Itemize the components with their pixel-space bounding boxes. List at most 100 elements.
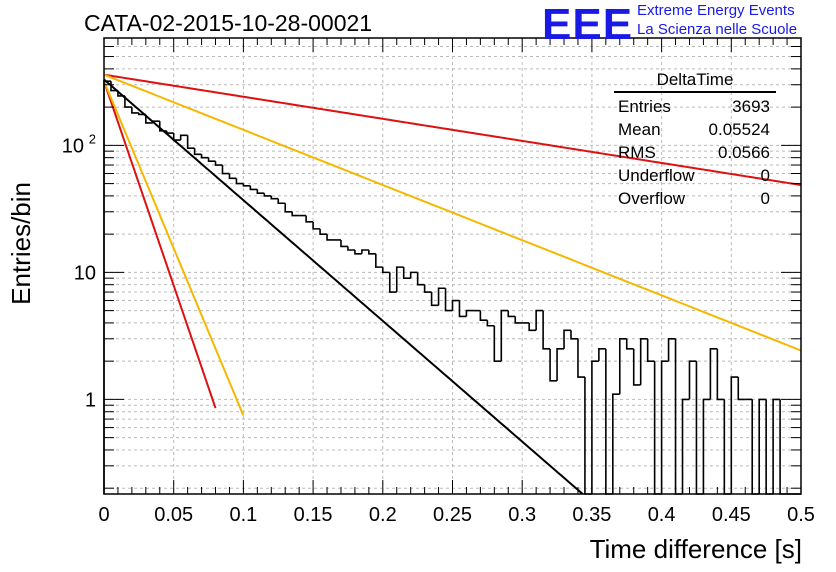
histogram-bin: [361, 249, 369, 254]
histogram-bin: [256, 189, 265, 195]
histogram-bin: [158, 121, 167, 132]
histogram-bin: [138, 112, 146, 116]
histogram-bin: [709, 348, 718, 400]
histogram-bin: [570, 330, 578, 340]
chart-title: CATA-02-2015-10-28-00021: [84, 10, 373, 36]
stats-label: Entries: [618, 97, 671, 116]
histogram-bin: [688, 360, 697, 400]
y-tick-labels: 1 10 10 2: [62, 131, 96, 411]
logo-line-1: Extreme Energy Events: [637, 2, 795, 19]
histogram-bin: [618, 337, 627, 395]
histogram-bin: [347, 246, 355, 251]
y-tick-label: 10: [74, 262, 96, 284]
histogram-bin: [416, 272, 425, 286]
histogram-bin: [319, 228, 328, 235]
histogram-bin: [507, 310, 516, 318]
histogram-bin: [465, 309, 474, 317]
histogram-bin: [486, 320, 495, 327]
histogram-bin: [228, 173, 237, 180]
stats-value: 3693: [732, 97, 770, 116]
stats-row-underflow: Underflow 0: [614, 164, 776, 187]
histogram-bin: [702, 398, 711, 494]
histogram-bin: [249, 185, 258, 191]
fit-curve: [103, 80, 217, 409]
x-tick-label: 0.5: [787, 504, 815, 526]
histogram-bin: [165, 130, 174, 134]
histogram-bin: [444, 288, 453, 312]
histogram-bin: [437, 287, 446, 306]
histogram-bin: [716, 348, 725, 401]
eee-logo: EEE: [542, 0, 634, 49]
histogram-bin: [354, 250, 362, 255]
histogram-bin: [584, 377, 592, 495]
stats-label: RMS: [618, 143, 656, 162]
stats-label: Mean: [618, 120, 661, 139]
axis-ticks: [103, 37, 802, 494]
histogram-bin: [368, 250, 376, 255]
fit-curve: [103, 73, 802, 352]
histogram-bin: [639, 337, 648, 385]
histogram-bin: [681, 398, 690, 494]
histogram-bin: [625, 338, 634, 350]
histogram-bin: [103, 80, 111, 494]
histogram-bin: [591, 360, 599, 494]
histogram-bin: [402, 267, 411, 279]
stats-label: Underflow: [618, 166, 695, 185]
histogram-bin: [542, 310, 551, 350]
histogram-bin: [451, 299, 460, 311]
fit-curve: [103, 78, 584, 495]
histogram-bin: [667, 337, 676, 362]
x-tick-label: 0.35: [572, 504, 611, 526]
histogram-bin: [270, 195, 279, 200]
stats-row-overflow: Overflow 0: [614, 187, 776, 210]
x-tick-label: 0.2: [369, 504, 397, 526]
histogram-bin: [430, 292, 439, 307]
histogram-bin: [117, 90, 125, 97]
histogram-bin: [598, 348, 606, 362]
histogram-bin: [514, 316, 523, 324]
histogram-bin: [730, 376, 739, 494]
histogram-bin: [674, 338, 683, 495]
histogram-bin: [479, 310, 488, 322]
stats-row-rms: RMS 0.0566: [614, 141, 776, 164]
histogram-bin: [605, 348, 613, 495]
x-tick-label: 0.1: [229, 504, 257, 526]
x-tick-label: 0.25: [433, 504, 472, 526]
histogram-bin: [660, 360, 669, 494]
histogram-bin: [409, 271, 418, 279]
x-tick-label: 0.3: [508, 504, 536, 526]
histogram-bin: [242, 183, 251, 187]
histogram-bin: [305, 215, 314, 223]
x-tick-label: 0.15: [294, 504, 333, 526]
stats-value: 0: [760, 166, 770, 185]
stats-title: DeltaTime: [614, 70, 776, 93]
stats-value: 0.05524: [708, 120, 770, 139]
stats-box: DeltaTime Entries 3693 Mean 0.05524 RMS 0.0…: [614, 70, 776, 210]
histogram-bin: [179, 134, 188, 141]
histogram-bin: [493, 325, 502, 362]
y-tick-exponent: 2: [89, 131, 96, 146]
histogram-bin: [145, 114, 153, 124]
stats-value: 0.0566: [718, 143, 770, 162]
y-axis-label: Entries/bin: [6, 182, 36, 305]
histogram-bin: [646, 338, 655, 362]
histogram-bin: [221, 165, 230, 175]
histogram-bin: [500, 309, 509, 362]
stats-row-mean: Mean 0.05524: [614, 118, 776, 141]
histogram-bin: [772, 398, 781, 494]
histogram-bin: [284, 203, 293, 213]
stats-row-entries: Entries 3693: [614, 95, 776, 118]
histogram-bin: [291, 211, 300, 217]
histogram-bin: [207, 157, 216, 163]
histogram-bin: [758, 398, 767, 494]
histogram-bin: [765, 399, 774, 495]
histogram-bin: [737, 377, 746, 401]
y-tick-label: 1: [85, 389, 96, 411]
histogram-bin: [151, 120, 160, 123]
histogram-bin: [186, 135, 195, 149]
histogram-bin: [556, 348, 565, 381]
histogram-bin: [214, 161, 223, 166]
x-tick-labels: 0 0.05 0.1 0.15 0.2 0.25 0.3 0.35 0.4 0.45 0.5: [98, 504, 814, 526]
histogram-bin: [131, 107, 139, 114]
